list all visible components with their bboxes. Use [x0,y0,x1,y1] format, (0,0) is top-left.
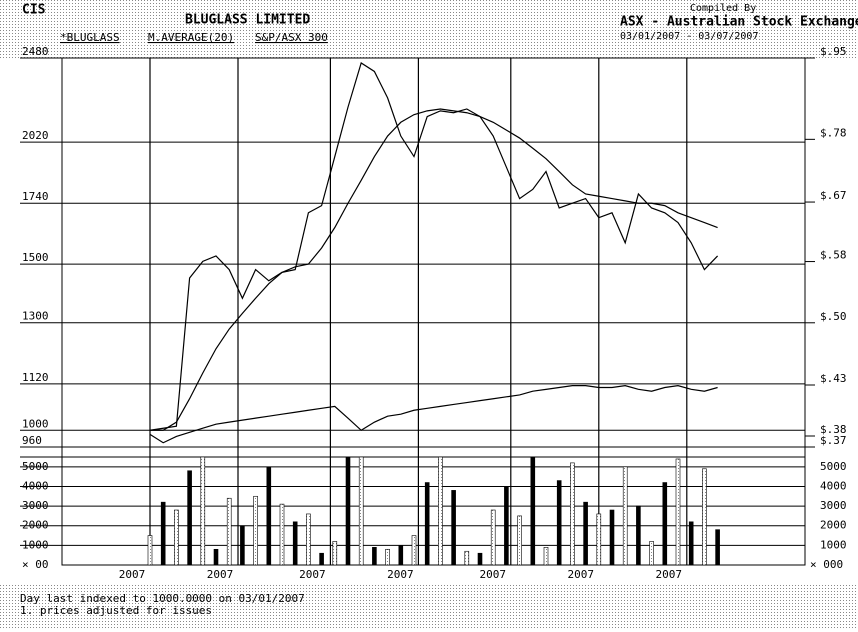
volume-unit: × 00 [22,558,49,571]
header-bg [0,0,858,58]
volume-bar [332,541,338,566]
volume-bar [490,509,496,566]
volume-bar [530,456,536,566]
volume-bar [702,468,707,566]
legend-entry: M.AVERAGE(20) [148,31,234,44]
volume-bar [358,456,364,566]
volume-bar [253,495,258,566]
volume-bar [279,503,285,566]
volume-bar [662,482,668,566]
volume-bar [266,466,272,566]
volume-bar [319,552,324,566]
volume-bar [583,501,588,566]
volume-bar [688,521,694,566]
footer-2: 1. prices adjusted for issues [20,604,212,617]
source: ASX - Australian Stock Exchange [620,15,858,30]
y-tick-label: 1740 [22,190,49,203]
series-line [150,108,718,431]
y2-tick-label: $.37 [820,434,847,447]
range: 03/01/2007 - 03/07/2007 [620,31,758,42]
volume-tick-label-right: 5000 [820,460,847,473]
volume-bar [543,547,549,566]
volume-bar [174,509,179,566]
title: BLUGLASS LIMITED [185,13,310,28]
volume-tick-label-right: 3000 [820,499,847,512]
volume-bar [636,505,641,566]
volume-bar [464,550,470,566]
volume-bar [504,486,509,566]
volume-bar [187,470,192,566]
y-tick-label: 2480 [22,45,49,58]
volume-bar [345,456,351,566]
volume-tick-label: 2000 [22,519,49,532]
volume-unit-right: × 000 [810,558,843,571]
y2-tick-label: $.38 [820,423,847,436]
x-tick-label: 2007 [480,568,507,581]
volume-bar [517,515,522,566]
y-tick-label: 1120 [22,371,49,384]
volume-bar [570,462,575,566]
volume-bar [715,529,720,566]
volume-bar [306,513,311,566]
plot-frame [61,57,806,566]
y-tick-label: 2020 [22,129,49,142]
volume-tick-label: 4000 [22,479,49,492]
x-tick-label: 2007 [207,568,234,581]
volume-bar [240,525,245,566]
volume-bar [213,548,219,566]
legend-entry: S&P/ASX 300 [255,31,328,44]
volume-bar [398,545,404,566]
volume-bar [226,497,232,566]
volume-bar [424,482,430,566]
volume-bar [438,456,443,566]
compiled: Compiled By [690,3,756,14]
volume-bar [372,547,377,566]
footer-bg [0,585,858,628]
volume-bar [451,490,456,566]
footer-1: Day last indexed to 1000.0000 on 03/01/2… [20,592,305,605]
volume-bar [596,513,602,566]
volume-bar [477,552,483,566]
volume-bar [622,466,628,566]
volume-bar [385,548,390,566]
volume-tick-label: 3000 [22,499,49,512]
y2-tick-label: $.58 [820,249,847,262]
series-line [149,62,719,431]
y-tick-label: 960 [22,434,42,447]
volume-bar [649,541,654,566]
x-tick-label: 2007 [387,568,414,581]
volume-bar [411,535,417,566]
volume-bar [675,458,681,566]
volume-tick-label-right: 4000 [820,479,847,492]
legend-entry: *BLUGLASS [60,31,120,44]
y2-tick-label: $.67 [820,189,847,202]
y2-tick-label: $.95 [820,45,847,58]
code: CIS [22,3,46,18]
volume-bar [556,480,562,566]
x-tick-label: 2007 [299,568,326,581]
x-tick-label: 2007 [568,568,595,581]
volume-bar [609,509,615,566]
x-tick-label: 2007 [656,568,683,581]
volume-tick-label: 1000 [22,538,49,551]
series-line [149,385,718,444]
volume-tick-label-right: 1000 [820,538,847,551]
y-tick-label: 1300 [22,310,49,323]
volume-bar [147,535,153,566]
y2-tick-label: $.78 [820,126,847,139]
volume-tick-label-right: 2000 [820,519,847,532]
y2-tick-label: $.43 [820,372,847,385]
volume-bar [292,521,298,566]
x-tick-label: 2007 [119,568,146,581]
y-tick-label: 1500 [22,251,49,264]
volume-tick-label: 5000 [22,460,49,473]
y-tick-label: 1000 [22,417,49,430]
y2-tick-label: $.50 [820,310,847,323]
volume-bar [160,501,166,566]
volume-bar [200,456,206,566]
